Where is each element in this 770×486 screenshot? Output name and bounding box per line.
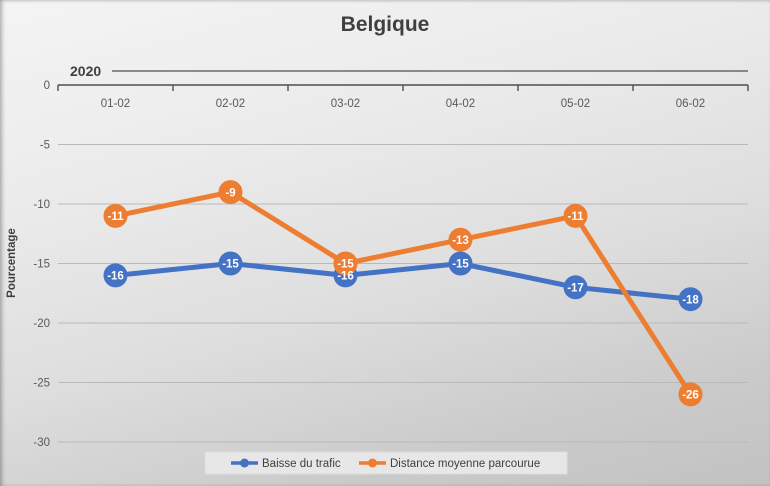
data-point-label: -26 <box>682 390 699 402</box>
x-axis-tick-label: 06-02 <box>676 98 705 110</box>
data-point-label: -15 <box>222 259 239 271</box>
legend-item-label-0: Baisse du trafic <box>262 458 341 470</box>
x-axis-tick-label: 03-02 <box>331 98 360 110</box>
legend-item-label-1: Distance moyenne parcourue <box>390 458 540 470</box>
data-point-marker <box>678 382 703 407</box>
data-point-marker <box>678 287 703 312</box>
data-point-marker <box>103 263 128 288</box>
data-point-label: -15 <box>452 259 469 271</box>
y-axis-tick-label: 0 <box>44 80 50 92</box>
data-point-marker <box>448 227 473 252</box>
data-point-label: -16 <box>337 271 354 283</box>
data-point-label: -9 <box>225 187 235 199</box>
data-point-label: -18 <box>682 294 699 306</box>
y-axis-tick-label: -15 <box>33 259 50 271</box>
series-line-1 <box>113 189 693 397</box>
x-axis-tick-label: 01-02 <box>101 98 130 110</box>
x-axis-tick-label: 02-02 <box>216 98 245 110</box>
chart-title: Belgique <box>340 13 430 36</box>
data-point-marker <box>448 251 473 276</box>
y-axis-tick-label: -5 <box>40 140 50 152</box>
legend-marker-dot-0 <box>240 458 249 468</box>
y-axis-tick-label: -30 <box>33 437 50 449</box>
data-point-marker <box>563 203 588 228</box>
data-point-label: -11 <box>568 211 585 223</box>
year-label: 2020 <box>70 63 101 79</box>
data-point-label: -13 <box>452 235 469 247</box>
data-point-label: -15 <box>337 259 354 271</box>
x-axis-tick-label: 05-02 <box>561 98 590 110</box>
data-point-marker <box>333 251 358 276</box>
y-axis-tick-label: -20 <box>33 318 50 330</box>
data-point-marker <box>218 251 243 276</box>
data-point-marker <box>218 180 243 205</box>
y-axis-title: Pourcentage <box>6 228 18 298</box>
data-point-marker <box>563 275 588 300</box>
series-line-0 <box>113 261 693 302</box>
data-point-marker <box>103 203 128 228</box>
data-point-label: -16 <box>107 271 124 283</box>
data-point-label: -11 <box>108 211 125 223</box>
y-axis-tick-label: -25 <box>33 378 50 390</box>
y-axis-tick-label: -10 <box>33 199 50 211</box>
x-axis-tick-label: 04-02 <box>446 98 475 110</box>
legend-marker-dot-1 <box>368 458 377 468</box>
data-point-label: -17 <box>567 283 584 295</box>
